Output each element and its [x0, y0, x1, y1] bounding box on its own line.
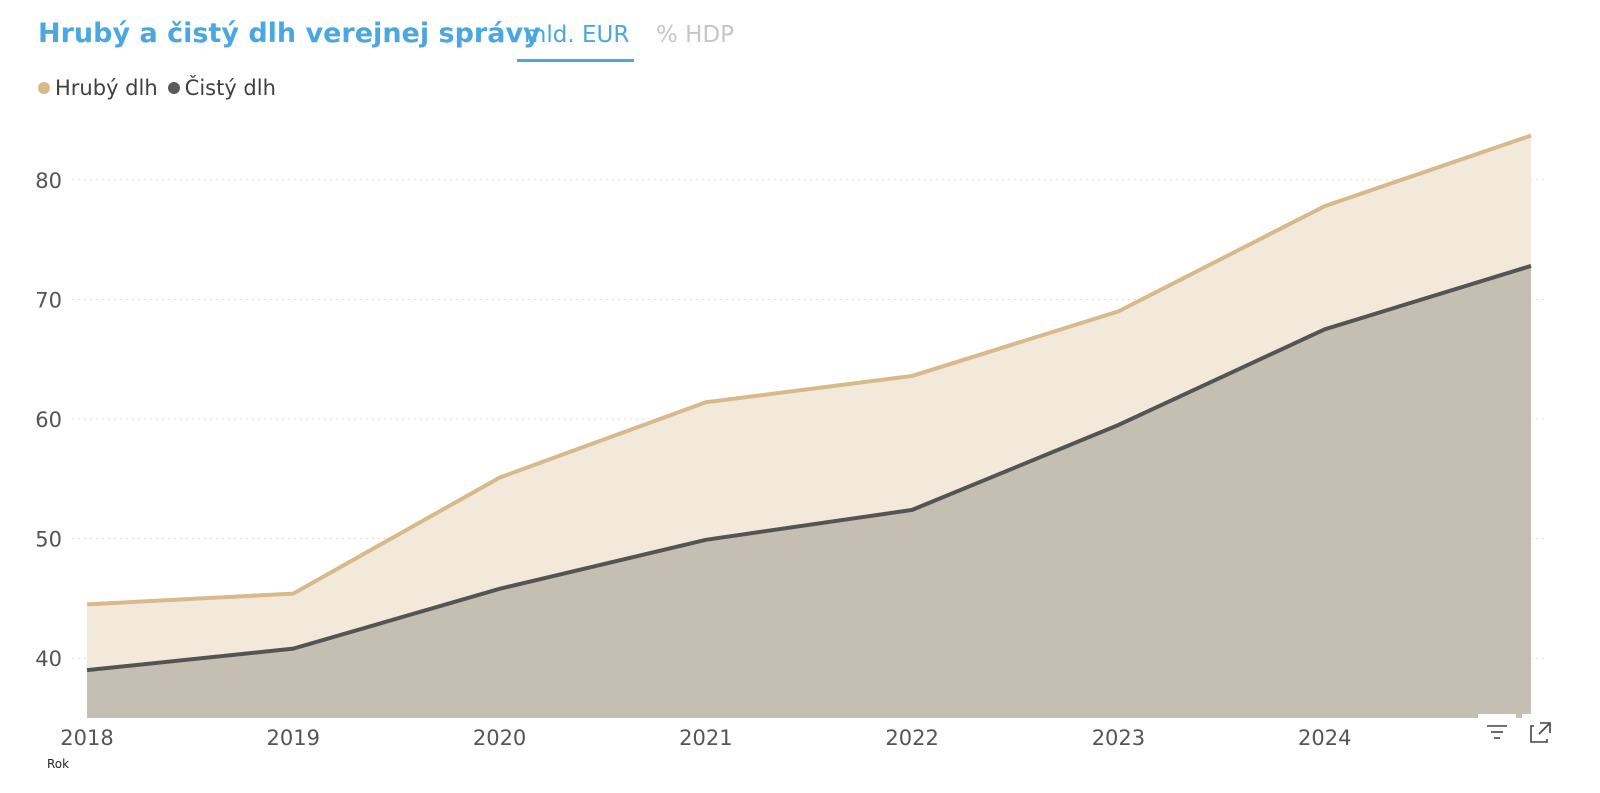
x-tick-label: 2020 — [473, 726, 526, 750]
chart-title: Hrubý a čistý dlh verejnej správy — [38, 18, 541, 49]
line-net-debt — [86, 264, 1532, 673]
x-tick-label: 2021 — [679, 726, 732, 750]
legend-dot-gross-debt — [38, 82, 50, 94]
focus-mode-icon-glyph — [1530, 722, 1551, 743]
x-axis-ticks: 20182019202020212022202320242 — [60, 726, 1537, 750]
y-tick-label: 70 — [35, 288, 62, 312]
legend-label-net-debt: Čistý dlh — [184, 76, 276, 100]
legend-dot-net-debt — [167, 82, 180, 94]
tab-percent-hdp[interactable]: % HDP — [656, 22, 735, 48]
x-tick-label: 2022 — [885, 726, 938, 750]
x-tick-label: 2018 — [60, 726, 113, 750]
x-tick-label: 2023 — [1092, 726, 1145, 750]
y-tick-label: 40 — [35, 647, 62, 671]
legend-label-gross-debt: Hrubý dlh — [55, 76, 158, 100]
line-gross-debt — [86, 133, 1532, 607]
tab-mld-eur[interactable]: mld. EUR — [524, 22, 630, 48]
x-axis-title: Rok — [47, 757, 70, 771]
y-axis-ticks: 40 50 60 70 80 — [35, 169, 62, 671]
filter-icon-glyph — [1487, 725, 1507, 739]
x-tick-label: 2024 — [1298, 726, 1351, 750]
y-tick-label: 50 — [35, 528, 62, 552]
filter-icon[interactable] — [1478, 714, 1516, 750]
series-lines — [86, 133, 1532, 673]
active-tab-underline — [517, 59, 634, 62]
y-tick-label: 60 — [35, 408, 62, 432]
visual-header-icons — [1478, 714, 1560, 750]
x-tick-label: 2019 — [267, 726, 320, 750]
legend-item-net-debt[interactable]: Čistý dlh — [167, 76, 276, 100]
area-fills — [87, 135, 1531, 719]
chart-legend: Hrubý dlh Čistý dlh — [38, 76, 286, 100]
y-tick-label: 80 — [35, 169, 62, 193]
focus-mode-icon[interactable] — [1522, 714, 1560, 750]
legend-item-gross-debt[interactable]: Hrubý dlh — [38, 76, 158, 100]
